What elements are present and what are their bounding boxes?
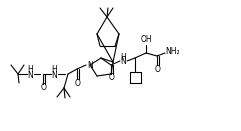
Text: H: H: [51, 66, 57, 75]
Text: N: N: [51, 70, 57, 80]
Text: N: N: [27, 70, 33, 80]
Text: H: H: [27, 66, 33, 75]
Text: NH₂: NH₂: [166, 48, 180, 56]
Text: OH: OH: [140, 36, 152, 45]
Text: H: H: [120, 53, 126, 61]
Text: O: O: [155, 64, 161, 73]
Text: N: N: [87, 61, 93, 70]
Text: O: O: [75, 78, 81, 88]
Text: O: O: [41, 83, 47, 92]
Text: O: O: [109, 73, 115, 83]
Text: N: N: [120, 58, 126, 67]
